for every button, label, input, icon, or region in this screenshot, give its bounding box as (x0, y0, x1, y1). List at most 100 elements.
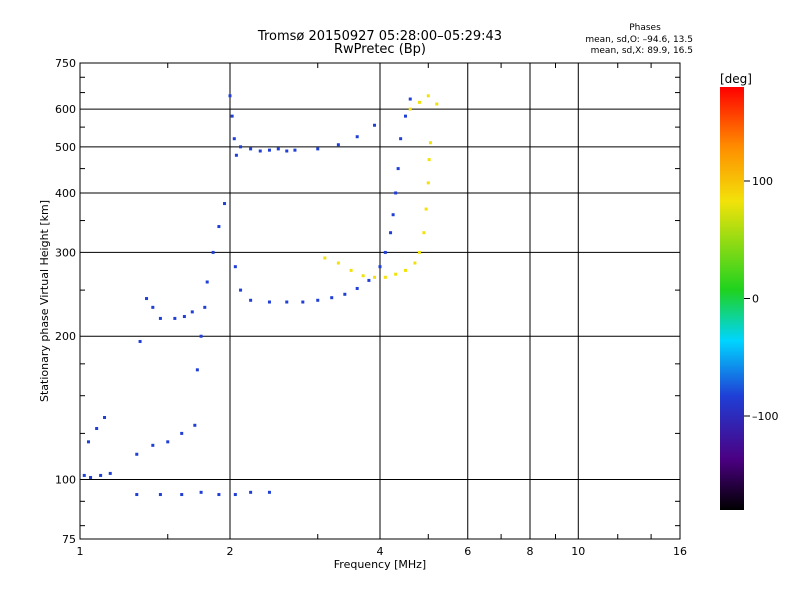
data-point (195, 368, 199, 372)
data-point (293, 148, 297, 152)
y-tick-label: 200 (55, 330, 76, 343)
data-point (82, 473, 86, 477)
data-point (396, 167, 400, 171)
y-tick-label: 500 (55, 141, 76, 154)
x-tick-label: 4 (377, 545, 384, 558)
data-point (203, 305, 207, 309)
data-points (82, 94, 439, 497)
data-point (336, 143, 340, 147)
data-point (435, 102, 439, 106)
data-point (391, 213, 395, 217)
data-point (330, 296, 334, 300)
data-point (426, 181, 430, 185)
y-tick-label: 400 (55, 187, 76, 200)
data-point (355, 135, 359, 139)
data-point (199, 334, 203, 338)
data-point (205, 280, 209, 284)
data-point (135, 493, 139, 497)
y-tick-label: 600 (55, 103, 76, 116)
colorbar (720, 87, 744, 510)
data-point (389, 231, 393, 235)
colorbar-tick-label: –100 (752, 410, 779, 423)
data-point (276, 147, 280, 151)
x-tick-label: 2 (227, 545, 234, 558)
data-point (373, 123, 377, 127)
data-point (249, 298, 253, 302)
data-point (408, 97, 412, 101)
data-point (373, 275, 377, 279)
data-point (399, 137, 403, 141)
data-point (223, 202, 227, 206)
legend-line-o: mean, sd,O: –94.6, 13.5 (585, 35, 693, 45)
data-point (99, 473, 103, 477)
gridlines (80, 63, 680, 539)
data-point (394, 272, 398, 276)
data-point (316, 298, 320, 302)
data-point (424, 207, 428, 211)
data-point (301, 300, 305, 304)
data-point (217, 225, 221, 229)
data-point (285, 149, 289, 153)
x-axis-ticks: 1 2 4 6 8 10 16 (77, 63, 687, 558)
data-point (135, 452, 139, 456)
data-point (403, 268, 407, 272)
x-tick-label: 8 (527, 545, 534, 558)
data-point (249, 490, 253, 494)
data-point (180, 431, 184, 435)
data-point (193, 423, 197, 427)
data-point (355, 286, 359, 290)
data-point (413, 261, 417, 265)
data-point (103, 415, 107, 419)
data-point (258, 149, 262, 153)
data-point (422, 231, 426, 235)
data-point (89, 475, 93, 479)
legend-title: Phases (629, 23, 661, 33)
legend-line-x: mean, sd,X: 89.9, 16.5 (591, 46, 693, 56)
data-point (336, 261, 340, 265)
data-point (378, 265, 382, 269)
data-point (180, 493, 184, 497)
data-point (239, 288, 243, 292)
y-tick-label: 750 (55, 57, 76, 70)
data-point (211, 250, 215, 254)
data-point (249, 147, 253, 151)
data-point (145, 297, 149, 301)
colorbar-label: [deg] (720, 72, 752, 86)
data-point (343, 292, 347, 296)
data-point (383, 250, 387, 254)
data-point (230, 114, 234, 118)
chart-title: Tromsø 20150927 05:28:00–05:29:43 (257, 29, 502, 44)
data-point (190, 310, 194, 314)
data-point (285, 300, 289, 304)
data-point (349, 268, 353, 272)
data-point (408, 107, 412, 111)
data-point (158, 316, 162, 320)
data-point (138, 339, 142, 343)
data-point (267, 300, 271, 304)
data-point (394, 191, 398, 195)
y-tick-label: 75 (62, 533, 76, 546)
data-point (428, 141, 432, 145)
x-axis-label: Frequency [MHz] (334, 558, 426, 571)
y-axis-ticks: 75 100 200 300 400 500 600 750 (55, 57, 680, 546)
colorbar-tick-label: 100 (752, 175, 773, 188)
y-tick-label: 100 (55, 474, 76, 487)
data-point (267, 148, 271, 152)
data-point (151, 305, 155, 309)
data-point (108, 471, 112, 475)
data-point (166, 440, 170, 444)
data-point (417, 100, 421, 104)
data-point (199, 490, 203, 494)
data-point (228, 94, 232, 98)
x-tick-label: 16 (673, 545, 687, 558)
data-point (323, 256, 327, 260)
data-point (316, 147, 320, 151)
data-point (234, 153, 238, 157)
x-tick-label: 6 (464, 545, 471, 558)
data-point (417, 250, 421, 254)
data-point (232, 137, 236, 141)
data-point (217, 493, 221, 497)
data-point (427, 158, 431, 162)
y-axis-label: Stationary phase Virtual Height [km] (38, 200, 51, 402)
